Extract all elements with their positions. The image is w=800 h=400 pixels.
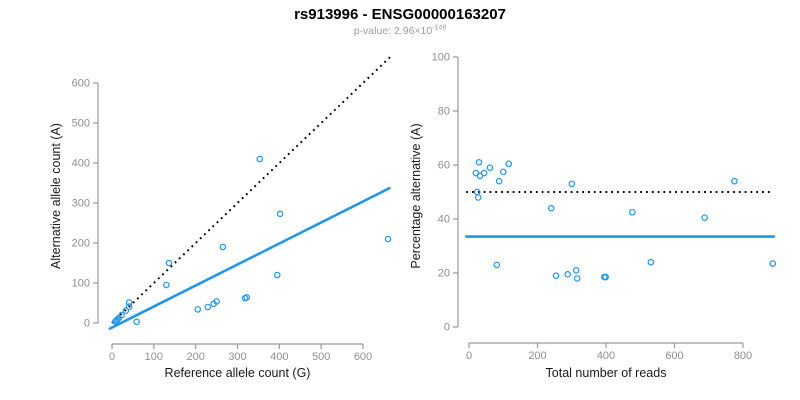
x-tick-label: 300 bbox=[228, 351, 246, 363]
data-point bbox=[256, 155, 263, 163]
data-point bbox=[125, 299, 133, 306]
y-tick-label: 300 bbox=[72, 198, 90, 210]
data-point bbox=[731, 177, 738, 185]
x-tick-label: 0 bbox=[109, 351, 115, 363]
data-point bbox=[647, 258, 655, 266]
data-point bbox=[114, 316, 121, 323]
data-point bbox=[118, 311, 125, 319]
x-axis-title-left: Reference allele count (G) bbox=[164, 366, 311, 380]
x-tick-label: 200 bbox=[528, 350, 546, 362]
data-point bbox=[474, 194, 482, 201]
data-point bbox=[568, 180, 576, 188]
data-point bbox=[552, 272, 560, 280]
data-point bbox=[243, 294, 251, 301]
data-point bbox=[475, 159, 483, 166]
y-tick-label: 600 bbox=[72, 78, 90, 90]
x-tick-label: 400 bbox=[597, 350, 615, 362]
y-tick-label: 100 bbox=[72, 278, 90, 290]
data-point bbox=[194, 306, 202, 313]
data-point bbox=[480, 169, 488, 177]
data-point bbox=[573, 275, 581, 282]
x-tick-label: 400 bbox=[270, 351, 288, 363]
regression-line bbox=[108, 186, 391, 330]
y-tick-label: 0 bbox=[444, 322, 450, 334]
x-tick-label: 800 bbox=[734, 350, 752, 362]
data-point bbox=[384, 235, 392, 243]
x-tick-label: 500 bbox=[312, 351, 330, 363]
x-tick-label: 600 bbox=[354, 351, 372, 363]
data-point bbox=[125, 303, 133, 310]
y-tick-label: 0 bbox=[84, 318, 90, 330]
y-tick-label: 100 bbox=[432, 52, 450, 64]
x-tick-label: 0 bbox=[466, 350, 472, 362]
data-point bbox=[122, 307, 130, 314]
data-point bbox=[564, 271, 571, 278]
y-tick-label: 20 bbox=[438, 268, 450, 280]
data-point bbox=[629, 208, 636, 216]
chart-subtitle: p-value: 2.96×10-148 bbox=[0, 24, 800, 38]
y-tick-label: 60 bbox=[438, 160, 450, 172]
pvalue-text: p-value: 2.96×10 bbox=[353, 25, 433, 37]
y-tick-label: 400 bbox=[72, 158, 90, 170]
data-point bbox=[276, 210, 284, 218]
data-point bbox=[133, 318, 140, 326]
data-point bbox=[493, 261, 501, 269]
y-tick-label: 200 bbox=[72, 238, 90, 250]
y-axis-title-right: Percentage alternative (A) bbox=[409, 123, 423, 269]
data-point bbox=[602, 273, 609, 281]
chart-title: rs913996 - ENSG00000163207 bbox=[294, 6, 506, 23]
data-point bbox=[769, 260, 777, 267]
data-point bbox=[165, 259, 173, 267]
data-point bbox=[495, 177, 503, 185]
y-tick-label: 500 bbox=[72, 118, 90, 130]
y-tick-label: 80 bbox=[438, 106, 450, 118]
data-point bbox=[273, 271, 281, 279]
data-point bbox=[486, 164, 494, 172]
x-tick-label: 600 bbox=[665, 350, 683, 362]
data-point bbox=[572, 266, 580, 274]
y-axis-title-left: Alternative allele count (A) bbox=[49, 123, 63, 269]
data-point bbox=[213, 298, 220, 305]
data-point bbox=[499, 168, 507, 176]
data-point bbox=[547, 204, 555, 212]
data-point bbox=[163, 281, 170, 289]
x-tick-label: 200 bbox=[186, 351, 204, 363]
data-point bbox=[219, 243, 227, 251]
x-axis-title-right: Total number of reads bbox=[545, 366, 667, 380]
data-point bbox=[701, 214, 708, 221]
y-tick-label: 40 bbox=[438, 214, 450, 226]
identity-line bbox=[111, 54, 393, 324]
x-tick-label: 100 bbox=[145, 351, 163, 363]
data-point bbox=[204, 303, 212, 311]
data-point bbox=[505, 160, 513, 167]
pvalue-exponent: -148 bbox=[432, 24, 447, 32]
